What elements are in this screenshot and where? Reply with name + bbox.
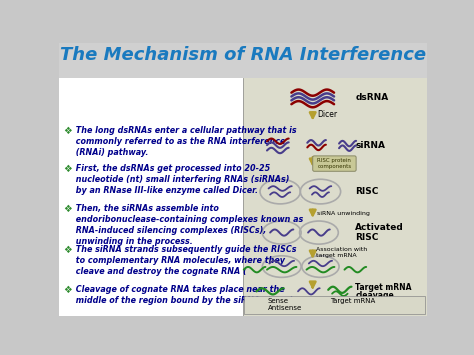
Text: The siRNA strands subsequently guide the RISCs
 to complementary RNA molecules, : The siRNA strands subsequently guide the… xyxy=(73,245,297,276)
Bar xyxy=(59,75,243,316)
Text: Target mRNA: Target mRNA xyxy=(330,297,375,304)
Text: RISC: RISC xyxy=(356,233,379,242)
Text: Then, the siRNAs assemble into
 endoribonuclease-containing complexes known as
 : Then, the siRNAs assemble into endoribon… xyxy=(73,204,303,246)
Text: The long dsRNAs enter a cellular pathway that is
 commonly referred to as the RN: The long dsRNAs enter a cellular pathway… xyxy=(73,126,297,157)
Text: RISC protein
components: RISC protein components xyxy=(318,158,352,169)
Bar xyxy=(59,43,427,78)
Text: Target mRNA: Target mRNA xyxy=(356,283,412,292)
Text: siRNA: siRNA xyxy=(356,141,385,149)
Text: Sense: Sense xyxy=(268,297,289,304)
Text: Activated: Activated xyxy=(356,223,404,233)
Text: First, the dsRNAs get processed into 20-25
 nucleotide (nt) small interfering RN: First, the dsRNAs get processed into 20-… xyxy=(73,164,290,195)
Text: Dicer: Dicer xyxy=(318,110,337,120)
Text: RISC: RISC xyxy=(356,187,379,196)
Text: Cleavage of cognate RNA takes place near the
 middle of the region bound by the : Cleavage of cognate RNA takes place near… xyxy=(73,285,295,305)
Bar xyxy=(243,43,427,316)
Text: ❖: ❖ xyxy=(63,245,72,255)
Text: ❖: ❖ xyxy=(63,164,72,174)
Text: ❖: ❖ xyxy=(63,285,72,295)
Text: siRNA unwinding: siRNA unwinding xyxy=(317,211,369,215)
Bar xyxy=(245,296,425,315)
Text: dsRNA: dsRNA xyxy=(356,93,389,102)
FancyBboxPatch shape xyxy=(313,156,356,171)
Text: Antisense: Antisense xyxy=(268,305,302,311)
Text: Association with
target mRNA: Association with target mRNA xyxy=(316,247,367,258)
Text: ❖: ❖ xyxy=(63,126,72,136)
Text: ❖: ❖ xyxy=(63,204,72,214)
Text: The Mechanism of RNA Interference: The Mechanism of RNA Interference xyxy=(60,46,426,64)
Text: cleavage: cleavage xyxy=(356,291,394,300)
